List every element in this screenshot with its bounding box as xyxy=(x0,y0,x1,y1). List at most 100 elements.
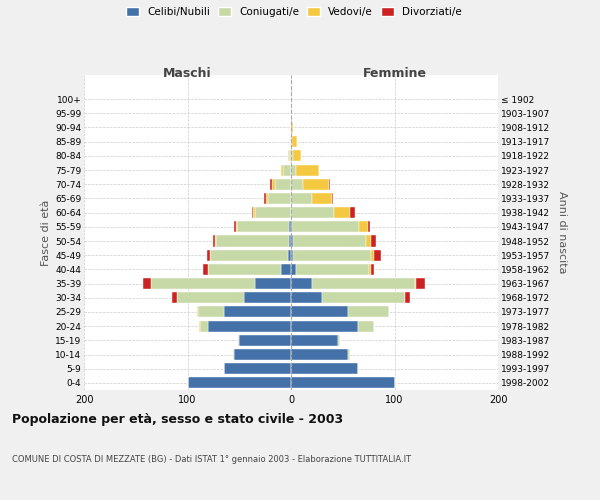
Bar xyxy=(332,193,334,204)
Bar xyxy=(296,264,368,275)
Bar xyxy=(224,306,291,318)
Bar xyxy=(151,278,255,289)
Bar xyxy=(255,278,291,289)
Bar xyxy=(288,250,291,260)
Bar xyxy=(264,193,266,204)
Bar xyxy=(371,264,374,275)
Bar xyxy=(416,278,425,289)
Bar xyxy=(172,292,177,304)
Bar xyxy=(253,207,255,218)
Bar xyxy=(371,250,374,260)
Legend: Celibi/Nubili, Coniugati/e, Vedovi/e, Divorziati/e: Celibi/Nubili, Coniugati/e, Vedovi/e, Di… xyxy=(124,5,464,20)
Bar xyxy=(291,207,334,218)
Text: Popolazione per età, sesso e stato civile - 2003: Popolazione per età, sesso e stato civil… xyxy=(12,412,343,426)
Bar xyxy=(198,306,224,318)
Bar xyxy=(293,150,301,162)
Bar xyxy=(296,164,319,175)
Bar xyxy=(291,320,358,332)
Bar xyxy=(291,292,322,304)
Bar xyxy=(292,136,297,147)
Text: COMUNE DI COSTA DI MEZZATE (BG) - Dati ISTAT 1° gennaio 2003 - Elaborazione TUTT: COMUNE DI COSTA DI MEZZATE (BG) - Dati I… xyxy=(12,455,411,464)
Bar xyxy=(415,278,416,289)
Bar xyxy=(281,164,283,175)
Bar xyxy=(255,207,291,218)
Text: Maschi: Maschi xyxy=(163,67,212,80)
Bar xyxy=(291,122,293,133)
Bar xyxy=(208,320,291,332)
Bar xyxy=(334,207,350,218)
Bar xyxy=(291,335,338,346)
Bar xyxy=(365,236,371,246)
Bar xyxy=(200,320,208,332)
Bar xyxy=(291,278,312,289)
Bar xyxy=(283,164,291,175)
Bar xyxy=(291,164,296,175)
Y-axis label: Anni di nascita: Anni di nascita xyxy=(557,191,566,274)
Bar xyxy=(291,349,348,360)
Bar xyxy=(291,222,292,232)
Bar xyxy=(291,193,312,204)
Bar xyxy=(322,292,405,304)
Bar xyxy=(199,320,200,332)
Bar xyxy=(291,150,293,162)
Bar xyxy=(312,193,332,204)
Bar xyxy=(207,250,210,260)
Bar xyxy=(293,250,371,260)
Bar xyxy=(289,222,291,232)
Bar xyxy=(371,236,376,246)
Bar xyxy=(177,292,244,304)
Bar xyxy=(214,236,215,246)
Bar xyxy=(203,264,208,275)
Bar xyxy=(359,222,368,232)
Bar xyxy=(368,222,370,232)
Bar xyxy=(291,178,304,190)
Bar xyxy=(239,335,291,346)
Bar xyxy=(271,178,272,190)
Bar xyxy=(368,264,371,275)
Bar xyxy=(293,236,365,246)
Bar xyxy=(275,178,291,190)
Bar xyxy=(197,306,198,318)
Bar xyxy=(329,178,331,190)
Bar xyxy=(268,193,291,204)
Bar xyxy=(210,250,288,260)
Bar xyxy=(348,306,389,318)
Bar xyxy=(236,222,237,232)
Bar xyxy=(291,378,395,388)
Bar xyxy=(244,292,291,304)
Bar xyxy=(237,222,289,232)
Bar xyxy=(289,236,291,246)
Bar xyxy=(291,264,296,275)
Bar xyxy=(238,335,239,346)
Bar xyxy=(234,222,236,232)
Bar xyxy=(291,306,348,318)
Bar xyxy=(266,193,268,204)
Bar xyxy=(288,150,289,162)
Bar xyxy=(291,236,293,246)
Bar xyxy=(290,136,291,147)
Bar xyxy=(292,222,359,232)
Bar xyxy=(312,278,415,289)
Bar xyxy=(224,363,291,374)
Bar xyxy=(289,150,291,162)
Bar xyxy=(217,236,289,246)
Bar xyxy=(143,278,151,289)
Bar xyxy=(272,178,275,190)
Bar xyxy=(405,292,410,304)
Bar xyxy=(291,136,292,147)
Bar xyxy=(291,363,358,374)
Bar xyxy=(215,236,217,246)
Y-axis label: Fasce di età: Fasce di età xyxy=(41,200,51,266)
Bar xyxy=(304,178,329,190)
Bar xyxy=(208,264,281,275)
Bar xyxy=(374,250,381,260)
Bar xyxy=(251,207,253,218)
Text: Femmine: Femmine xyxy=(362,67,427,80)
Bar xyxy=(187,378,291,388)
Bar xyxy=(281,264,291,275)
Bar xyxy=(234,349,291,360)
Bar xyxy=(291,250,293,260)
Bar xyxy=(348,349,350,360)
Bar xyxy=(338,335,340,346)
Bar xyxy=(233,349,234,360)
